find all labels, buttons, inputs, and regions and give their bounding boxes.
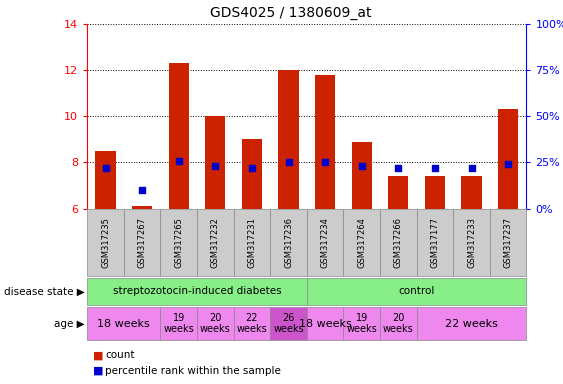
Text: count: count xyxy=(105,350,135,360)
Point xyxy=(394,165,403,171)
Point xyxy=(358,163,367,169)
Text: age ▶: age ▶ xyxy=(54,318,84,329)
Text: GSM317234: GSM317234 xyxy=(321,217,329,268)
Bar xyxy=(462,176,481,209)
Point xyxy=(284,159,293,166)
Text: GSM317235: GSM317235 xyxy=(101,217,110,268)
Text: GSM317236: GSM317236 xyxy=(284,217,293,268)
Text: percentile rank within the sample: percentile rank within the sample xyxy=(105,366,281,376)
Text: GSM317233: GSM317233 xyxy=(467,217,476,268)
Bar xyxy=(96,151,115,209)
Bar xyxy=(352,142,372,209)
Text: GSM317266: GSM317266 xyxy=(394,217,403,268)
Text: ■: ■ xyxy=(93,366,104,376)
Text: streptozotocin-induced diabetes: streptozotocin-induced diabetes xyxy=(113,286,282,296)
Point xyxy=(211,163,220,169)
Text: ■: ■ xyxy=(93,350,104,360)
Bar xyxy=(425,176,445,209)
Bar xyxy=(388,176,408,209)
Bar xyxy=(279,70,298,209)
Text: 20
weeks: 20 weeks xyxy=(200,313,231,334)
Point xyxy=(248,165,257,171)
Text: 18 weeks: 18 weeks xyxy=(97,318,150,329)
Point xyxy=(431,165,440,171)
Text: 19
weeks: 19 weeks xyxy=(346,313,377,334)
Text: GDS4025 / 1380609_at: GDS4025 / 1380609_at xyxy=(210,7,372,20)
Bar xyxy=(498,109,518,209)
Text: GSM317177: GSM317177 xyxy=(431,217,439,268)
Text: GSM317231: GSM317231 xyxy=(248,217,256,268)
Point xyxy=(467,165,476,171)
Bar xyxy=(242,139,262,209)
Text: 22 weeks: 22 weeks xyxy=(445,318,498,329)
Text: GSM317232: GSM317232 xyxy=(211,217,220,268)
Bar xyxy=(169,63,189,209)
Bar xyxy=(315,75,335,209)
Point xyxy=(101,165,110,171)
Text: GSM317267: GSM317267 xyxy=(138,217,146,268)
Text: 18 weeks: 18 weeks xyxy=(299,318,351,329)
Text: 26
weeks: 26 weeks xyxy=(273,313,304,334)
Bar xyxy=(132,206,152,209)
Text: 22
weeks: 22 weeks xyxy=(236,313,267,334)
Point xyxy=(504,161,513,167)
Text: 19
weeks: 19 weeks xyxy=(163,313,194,334)
Bar xyxy=(205,116,225,209)
Text: control: control xyxy=(399,286,435,296)
Text: disease state ▶: disease state ▶ xyxy=(4,286,84,296)
Text: GSM317264: GSM317264 xyxy=(358,217,366,268)
Text: GSM317265: GSM317265 xyxy=(175,217,183,268)
Text: GSM317237: GSM317237 xyxy=(504,217,512,268)
Point xyxy=(138,187,147,193)
Text: 20
weeks: 20 weeks xyxy=(383,313,414,334)
Point xyxy=(175,157,184,164)
Point xyxy=(321,159,330,166)
